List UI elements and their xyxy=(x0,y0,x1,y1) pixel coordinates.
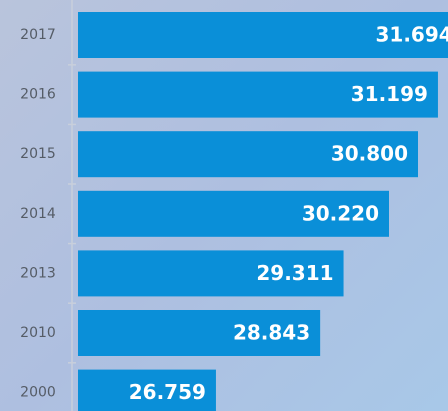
y-tick-label: 2000 xyxy=(20,385,56,401)
bar xyxy=(78,310,321,356)
y-tick-label: 2016 xyxy=(20,87,56,103)
y-tick-label: 2017 xyxy=(20,27,56,43)
bar xyxy=(78,190,389,237)
value-label: 30.220 xyxy=(302,201,379,225)
y-tick-label: 2010 xyxy=(20,325,56,341)
value-label: 28.843 xyxy=(233,321,310,345)
value-label: 26.759 xyxy=(129,380,206,404)
bar xyxy=(78,12,448,58)
bar xyxy=(78,369,216,411)
bar xyxy=(78,131,418,178)
bar xyxy=(78,250,344,297)
y-tick-label: 2015 xyxy=(20,146,56,162)
value-label: 31.199 xyxy=(351,82,428,106)
value-label: 29.311 xyxy=(256,261,333,285)
value-label: 30.800 xyxy=(331,142,408,166)
y-tick-label: 2014 xyxy=(20,206,56,222)
value-label: 31.694 xyxy=(376,23,448,47)
y-tick-label: 2013 xyxy=(20,265,56,281)
bar xyxy=(78,71,438,118)
